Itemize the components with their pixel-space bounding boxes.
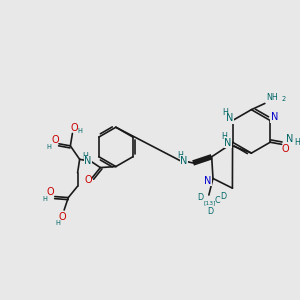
Text: H: H [178,151,184,160]
Text: D: D [220,191,226,200]
Text: O: O [51,135,59,145]
Text: N: N [224,138,231,148]
Text: N: N [84,156,92,167]
Text: H: H [82,152,88,161]
Text: NH: NH [266,93,278,102]
Text: N: N [226,113,233,123]
Text: O: O [58,212,66,222]
Text: N: N [286,134,293,144]
Text: H: H [42,196,47,202]
Text: D: D [197,193,204,202]
Text: O: O [71,123,78,133]
Text: H: H [56,220,60,226]
Text: O: O [47,188,55,197]
Text: H: H [77,128,82,134]
Text: N: N [180,156,188,166]
Text: H: H [222,108,228,117]
Text: C: C [214,196,220,205]
Text: N: N [271,112,278,122]
Text: O: O [282,145,290,154]
Text: 2: 2 [281,96,286,102]
Text: [13]: [13] [204,201,216,206]
Text: H: H [222,132,228,141]
Text: N: N [204,176,212,185]
Text: H: H [46,144,51,150]
Text: H: H [294,138,300,147]
Text: D: D [207,207,213,216]
Text: O: O [84,175,92,185]
